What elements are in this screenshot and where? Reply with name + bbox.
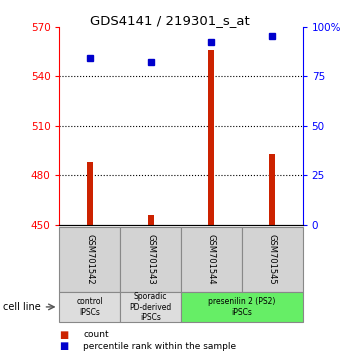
Text: cell line: cell line: [3, 302, 41, 312]
Bar: [59, 292, 120, 322]
Bar: [87, 162, 93, 225]
Bar: [208, 50, 215, 225]
Text: percentile rank within the sample: percentile rank within the sample: [83, 342, 236, 351]
Bar: [148, 215, 154, 225]
Bar: [242, 227, 303, 292]
Text: presenilin 2 (PS2)
iPSCs: presenilin 2 (PS2) iPSCs: [208, 297, 275, 317]
Text: control
IPSCs: control IPSCs: [76, 297, 103, 317]
Text: GSM701542: GSM701542: [85, 234, 95, 285]
Bar: [181, 227, 242, 292]
Text: GSM701543: GSM701543: [146, 234, 155, 285]
Bar: [120, 292, 181, 322]
Text: GDS4141 / 219301_s_at: GDS4141 / 219301_s_at: [90, 14, 250, 27]
Bar: [59, 227, 120, 292]
Text: ■: ■: [59, 330, 69, 339]
Text: GSM701545: GSM701545: [268, 234, 277, 285]
Text: Sporadic
PD-derived
iPSCs: Sporadic PD-derived iPSCs: [130, 292, 172, 322]
Text: count: count: [83, 330, 109, 339]
Text: GSM701544: GSM701544: [207, 234, 216, 285]
Text: ■: ■: [59, 341, 69, 351]
Bar: [269, 154, 275, 225]
Bar: [181, 292, 303, 322]
Bar: [120, 227, 181, 292]
